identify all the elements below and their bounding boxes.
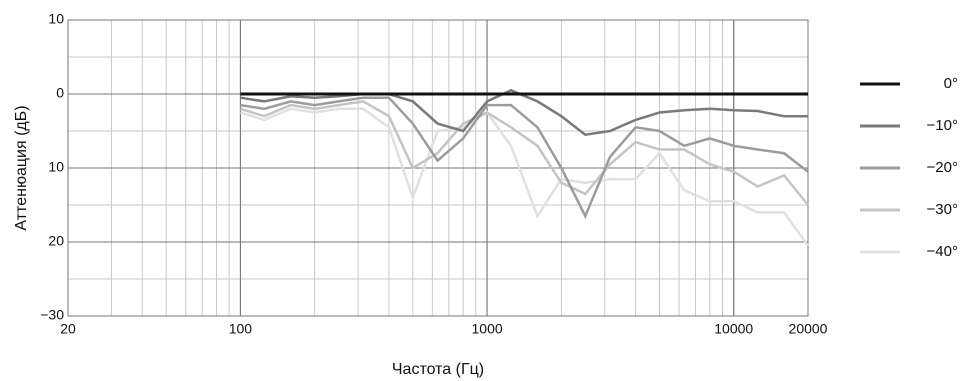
series-line <box>240 96 809 220</box>
y-axis-label: Аттенюация (дБ) <box>13 105 30 230</box>
x-tick-label: 1000 <box>472 321 503 337</box>
x-tick-label: 20000 <box>789 321 828 337</box>
legend-label: 0° <box>944 75 958 92</box>
x-tick-label: 10000 <box>714 321 753 337</box>
y-tick-label: −30 <box>40 307 64 323</box>
y-tick-label: 20 <box>48 233 64 249</box>
x-tick-label: 20 <box>60 321 76 337</box>
y-tick-label: 10 <box>48 11 64 27</box>
x-tick-label: 100 <box>229 321 253 337</box>
series-line <box>240 88 808 137</box>
legend-label: −10° <box>927 117 958 134</box>
legend-label: −20° <box>927 159 958 176</box>
legend-label: −40° <box>927 243 958 260</box>
series-line <box>240 107 810 247</box>
legend-label: −30° <box>927 201 958 218</box>
series-line <box>240 100 809 206</box>
x-axis-label: Частота (Гц) <box>392 361 484 378</box>
y-tick-label: 10 <box>48 159 64 175</box>
y-tick-label: 0 <box>56 85 64 101</box>
